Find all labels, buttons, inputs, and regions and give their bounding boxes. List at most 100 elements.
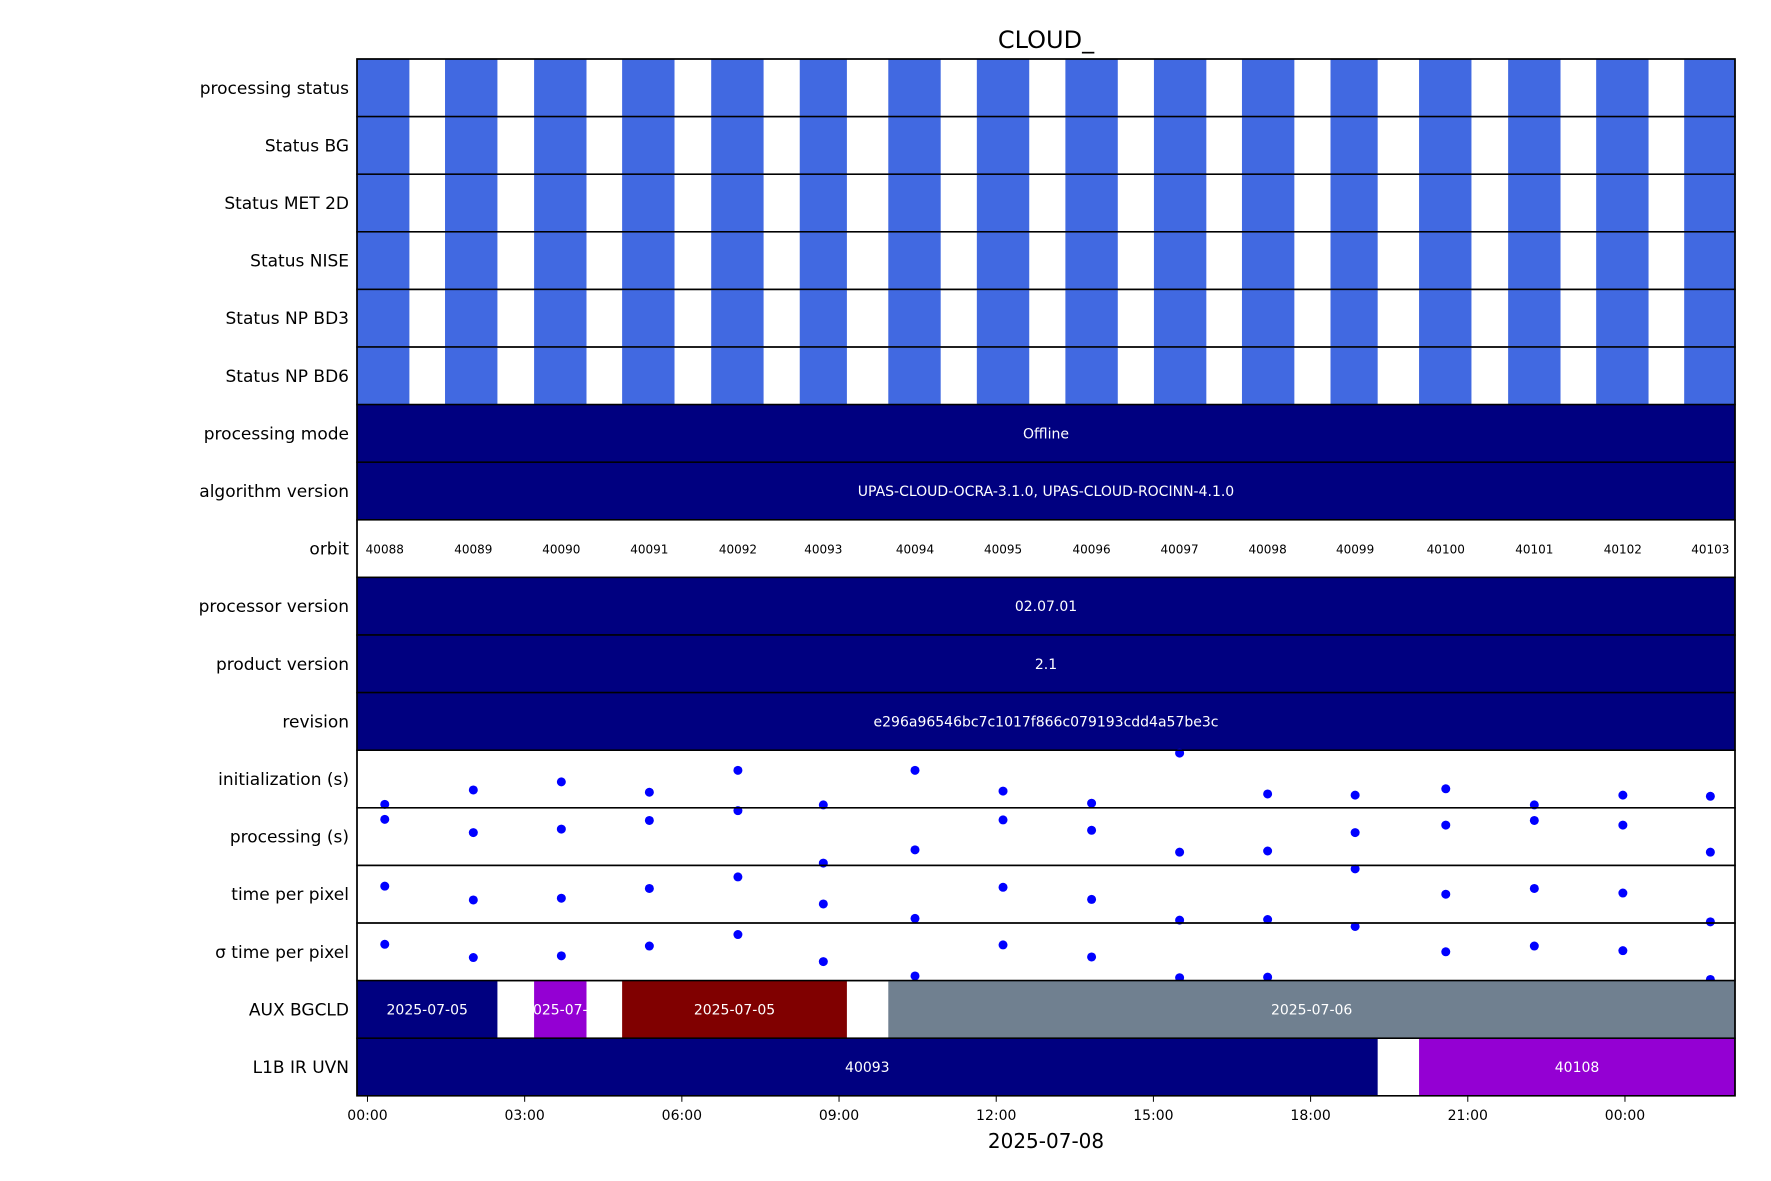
- status-bar: [1153, 174, 1207, 232]
- status-bar: [1508, 231, 1561, 290]
- status-bar: [445, 59, 498, 117]
- rows-layer: processing status Status BG Status MET 2D S…: [199, 58, 1736, 1097]
- scatter-point: [998, 786, 1008, 796]
- row-label: L1B IR UVN: [253, 1058, 349, 1078]
- status-bar: [888, 174, 941, 232]
- status-bar: [711, 231, 764, 290]
- status-bar: [1153, 231, 1207, 290]
- row-label: Status NP BD3: [225, 309, 349, 329]
- row-7: algorithm version UPAS-CLOUD-OCRA-3.1.0, …: [199, 461, 1736, 521]
- row-9: processor version 02.07.01: [199, 576, 1736, 636]
- status-bar: [1419, 231, 1472, 290]
- status-bar: [1596, 289, 1649, 347]
- x-tick-label: 00:00: [1605, 1108, 1645, 1124]
- scatter-point: [910, 913, 920, 923]
- status-bar: [1419, 116, 1472, 175]
- scatter-point: [1087, 952, 1097, 962]
- scatter-point: [1441, 889, 1451, 899]
- status-bar: [534, 116, 587, 175]
- status-bar: [1684, 231, 1735, 290]
- scatter-point: [468, 895, 478, 905]
- scatter-point: [733, 765, 743, 775]
- status-bar: [534, 347, 587, 405]
- row-frame: [356, 807, 1736, 867]
- status-bar: [1596, 116, 1649, 175]
- scatter-point: [1263, 789, 1273, 799]
- status-bar: [1065, 231, 1118, 290]
- status-bar: [976, 289, 1030, 347]
- band-text: 02.07.01: [1015, 599, 1077, 615]
- segment-bar: [888, 980, 1735, 1039]
- row-label: initialization (s): [218, 770, 349, 790]
- row-label: processing status: [200, 79, 349, 99]
- row-4: Status NP BD3: [225, 288, 1736, 348]
- status-bar: [357, 116, 410, 175]
- status-bar: [357, 231, 410, 290]
- status-bar: [1065, 347, 1118, 405]
- segment-text: 40093: [845, 1060, 890, 1076]
- orbit-label: 40095: [984, 543, 1022, 557]
- row-label: σ time per pixel: [215, 943, 349, 963]
- scatter-point: [1529, 941, 1539, 951]
- orbit-label: 40102: [1604, 543, 1642, 557]
- scatter-point: [468, 828, 478, 838]
- status-bar: [622, 347, 675, 405]
- status-bar: [1065, 59, 1118, 117]
- value-band: [357, 692, 1735, 751]
- status-bar: [976, 116, 1030, 175]
- status-bar: [976, 347, 1030, 405]
- scatter-point: [1618, 888, 1628, 898]
- x-tick-label: 06:00: [662, 1108, 702, 1124]
- status-bar: [1684, 289, 1735, 347]
- status-bar: [445, 116, 498, 175]
- x-tick-label: 03:00: [504, 1108, 544, 1124]
- row-frame: [356, 864, 1736, 924]
- status-bar: [711, 116, 764, 175]
- row-label: product version: [216, 655, 349, 675]
- row-2: Status MET 2D: [224, 173, 1736, 233]
- status-bar: [711, 59, 764, 117]
- value-band: [357, 577, 1735, 635]
- status-bar: [799, 174, 847, 232]
- x-tick-label: 21:00: [1448, 1108, 1488, 1124]
- status-bar: [1153, 347, 1207, 405]
- status-bar: [534, 59, 587, 117]
- value-band: [357, 635, 1735, 693]
- scatter-point: [733, 930, 743, 940]
- status-bar: [1065, 116, 1118, 175]
- status-bar: [357, 289, 410, 347]
- scatter-point: [1441, 947, 1451, 957]
- scatter-point: [468, 785, 478, 795]
- x-tick-label: 12:00: [976, 1108, 1016, 1124]
- orbit-label: 40090: [542, 543, 580, 557]
- x-axis-label: 2025-07-08: [988, 1129, 1104, 1153]
- row-label: processing mode: [204, 424, 349, 444]
- status-bar: [1508, 174, 1561, 232]
- band-text: UPAS-CLOUD-OCRA-3.1.0, UPAS-CLOUD-ROCINN…: [858, 484, 1234, 500]
- status-bar: [1508, 289, 1561, 347]
- scatter-point: [998, 940, 1008, 950]
- status-bar: [1241, 116, 1295, 175]
- scatter-point: [1618, 946, 1628, 956]
- status-bar: [534, 289, 587, 347]
- status-bar: [1684, 59, 1735, 117]
- row-8: orbit 40088 40089 40090 40091 40092 40093 40094…: [309, 519, 1736, 579]
- status-bar: [711, 174, 764, 232]
- orbit-label: 40097: [1161, 543, 1199, 557]
- status-bar: [1508, 59, 1561, 117]
- scatter-point: [1087, 894, 1097, 904]
- band-text: 2.1: [1035, 657, 1057, 673]
- status-bar: [1330, 289, 1378, 347]
- orbit-label: 40100: [1427, 543, 1465, 557]
- status-bar: [1241, 231, 1295, 290]
- status-bar: [1596, 231, 1649, 290]
- scatter-point: [818, 899, 828, 909]
- x-axis: 00:00 03:00 06:00 09:00 12:00 15:00 18:00 21:00…: [347, 58, 1736, 1124]
- status-bar: [799, 116, 847, 175]
- orbit-label: 40092: [719, 543, 757, 557]
- row-label: revision: [282, 712, 349, 732]
- status-bar: [1419, 289, 1472, 347]
- status-bar: [1241, 59, 1295, 117]
- scatter-point: [1350, 921, 1360, 931]
